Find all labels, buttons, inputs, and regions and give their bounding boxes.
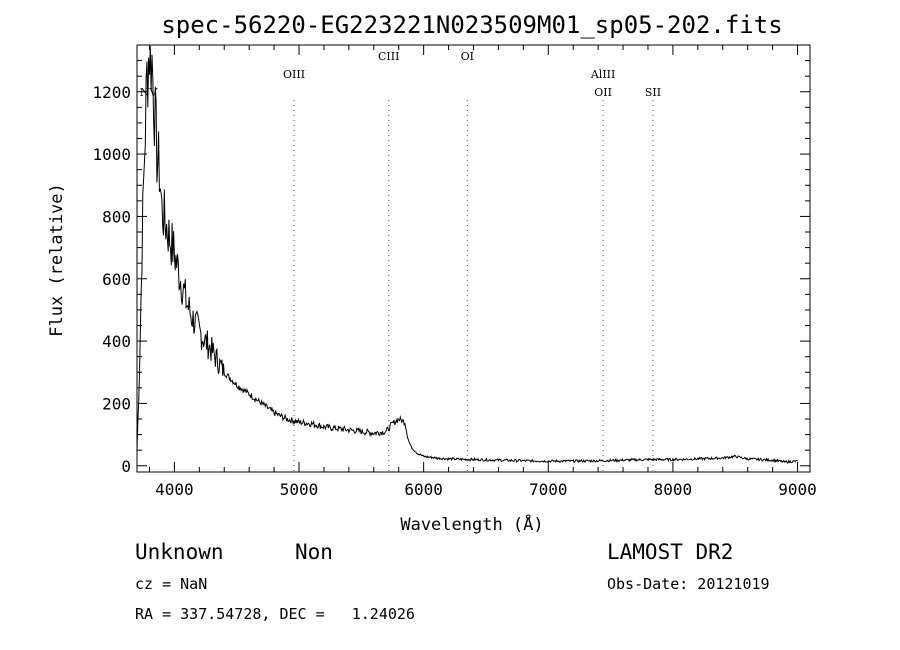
object-class: Unknown bbox=[135, 540, 224, 564]
y-tick-label: 200 bbox=[102, 394, 131, 413]
line-label: OII bbox=[594, 86, 612, 99]
line-label: OI bbox=[461, 50, 474, 63]
x-axis: 4000 5000 6000 7000 8000 9000 bbox=[148, 45, 817, 499]
survey-name: LAMOST DR2 bbox=[607, 540, 734, 564]
y-tick-label: 800 bbox=[102, 207, 131, 226]
line-label: OIII bbox=[283, 68, 305, 81]
line-label: SII bbox=[645, 86, 661, 99]
x-tick-label: 9000 bbox=[778, 480, 817, 499]
y-tick-label: 600 bbox=[102, 270, 131, 289]
y-tick-label: 1200 bbox=[92, 83, 131, 102]
line-label: NV bbox=[140, 86, 159, 99]
x-tick-label: 8000 bbox=[654, 480, 693, 499]
y-axis: 0 200 400 600 800 1000 1200 bbox=[92, 60, 810, 476]
object-subclass: Non bbox=[295, 540, 333, 564]
plot-frame bbox=[136, 44, 811, 473]
line-label: CIII bbox=[378, 50, 399, 63]
x-tick-label: 7000 bbox=[529, 480, 568, 499]
y-axis-label: Flux (relative) bbox=[47, 183, 67, 337]
spectrum-chart: spec-56220-EG223221N023509M01_sp05-202.f… bbox=[47, 11, 817, 535]
flux-series bbox=[136, 45, 798, 464]
redshift-cz: cz = NaN bbox=[135, 575, 208, 593]
x-tick-label: 6000 bbox=[404, 480, 443, 499]
chart-title: spec-56220-EG223221N023509M01_sp05-202.f… bbox=[161, 11, 782, 39]
obs-date: Obs-Date: 20121019 bbox=[607, 575, 770, 593]
x-tick-label: 4000 bbox=[155, 480, 194, 499]
y-tick-label: 400 bbox=[102, 332, 131, 351]
flux-line bbox=[136, 45, 798, 464]
y-tick-label: 1000 bbox=[92, 145, 131, 164]
x-axis-label: Wavelength (Å) bbox=[400, 513, 543, 535]
spectral-line-markers: NV OIII CIII OI AlIII OII SII bbox=[140, 50, 661, 472]
line-label: AlIII bbox=[590, 68, 616, 81]
ra-dec: RA = 337.54728, DEC = 1.24026 bbox=[135, 605, 415, 623]
y-tick-label: 0 bbox=[121, 457, 131, 476]
x-tick-label: 5000 bbox=[280, 480, 319, 499]
